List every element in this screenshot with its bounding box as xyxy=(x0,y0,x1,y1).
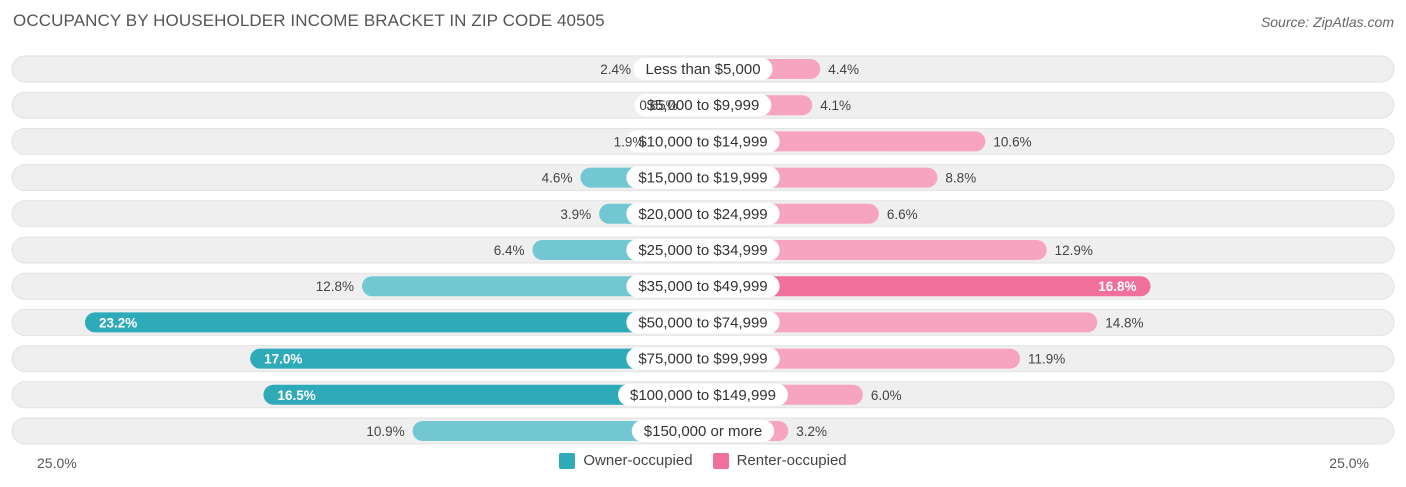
value-label-renter: 6.6% xyxy=(887,207,918,222)
category-label-pill xyxy=(633,58,773,80)
legend: Owner-occupied Renter-occupied xyxy=(0,452,1406,469)
category-label: $20,000 to $24,999 xyxy=(638,206,767,223)
category-label-pill xyxy=(626,239,780,261)
bar-owner xyxy=(84,312,703,333)
category-label-pill xyxy=(626,347,780,370)
category-label: $35,000 to $49,999 xyxy=(638,278,767,295)
value-label-owner: 17.0% xyxy=(264,352,302,367)
value-label-renter: 14.8% xyxy=(1105,315,1143,330)
value-label-owner: 4.6% xyxy=(542,171,573,186)
axis-right-label: 25.0% xyxy=(1329,455,1369,471)
bar-renter xyxy=(703,348,1021,369)
category-label: $5,000 to $9,999 xyxy=(647,97,760,114)
category-label: $100,000 to $149,999 xyxy=(630,387,776,404)
value-label-owner: 10.9% xyxy=(366,424,404,439)
value-label-owner: 6.4% xyxy=(494,243,525,258)
bar-renter xyxy=(703,276,1151,297)
chart-title: OCCUPANCY BY HOUSEHOLDER INCOME BRACKET … xyxy=(13,11,605,30)
axis-left-label: 25.0% xyxy=(37,455,77,471)
bar-renter xyxy=(703,312,1098,333)
category-label-pill xyxy=(626,275,780,298)
category-label: $75,000 to $99,999 xyxy=(638,351,767,368)
legend-label-renter: Renter-occupied xyxy=(736,452,847,469)
bar-owner xyxy=(412,421,703,441)
category-label: $15,000 to $19,999 xyxy=(638,170,767,187)
value-label-renter: 16.8% xyxy=(1098,279,1136,294)
value-label-renter: 6.0% xyxy=(871,388,902,403)
category-label: $25,000 to $34,999 xyxy=(638,242,767,259)
category-label-pill xyxy=(626,311,780,334)
category-label-pill xyxy=(626,202,780,225)
value-label-renter: 11.9% xyxy=(1028,352,1065,367)
value-label-owner: 3.9% xyxy=(560,207,591,222)
legend-label-owner: Owner-occupied xyxy=(583,452,693,469)
legend-item-renter: Renter-occupied xyxy=(712,452,847,469)
value-label-owner: 12.8% xyxy=(316,279,354,294)
value-label-owner: 1.9% xyxy=(614,134,645,149)
category-label: $10,000 to $14,999 xyxy=(638,133,767,150)
bar-renter xyxy=(703,240,1047,260)
legend-swatch-owner xyxy=(559,452,576,469)
value-label-renter: 12.9% xyxy=(1055,243,1093,258)
value-label-owner: 0.65% xyxy=(639,98,677,113)
category-label-pill xyxy=(631,420,775,442)
category-label: $50,000 to $74,999 xyxy=(638,314,767,331)
value-label-owner: 16.5% xyxy=(277,388,315,403)
value-label-owner: 2.4% xyxy=(600,62,631,77)
value-label-renter: 4.4% xyxy=(828,62,859,77)
bar-owner xyxy=(250,348,703,369)
category-label-pill xyxy=(626,166,780,189)
chart-canvas: Less than $5,000 2.4% 4.4% $5,000 to $9,999… xyxy=(11,55,1395,445)
value-label-renter: 4.1% xyxy=(820,98,851,113)
value-label-renter: 3.2% xyxy=(796,424,827,439)
value-label-renter: 8.8% xyxy=(945,171,976,186)
bar-owner xyxy=(263,384,703,405)
category-label-pill xyxy=(626,130,780,153)
source-label: Source: ZipAtlas.com xyxy=(1260,14,1394,30)
category-label-pill xyxy=(634,94,772,117)
category-label: Less than $5,000 xyxy=(645,61,760,78)
value-label-owner: 23.2% xyxy=(99,315,137,330)
value-label-renter: 10.6% xyxy=(993,134,1031,149)
legend-swatch-renter xyxy=(712,452,729,469)
legend-item-owner: Owner-occupied xyxy=(559,452,693,469)
category-label-pill xyxy=(618,383,788,406)
bar-owner xyxy=(362,276,703,297)
category-label: $150,000 or more xyxy=(644,423,762,440)
